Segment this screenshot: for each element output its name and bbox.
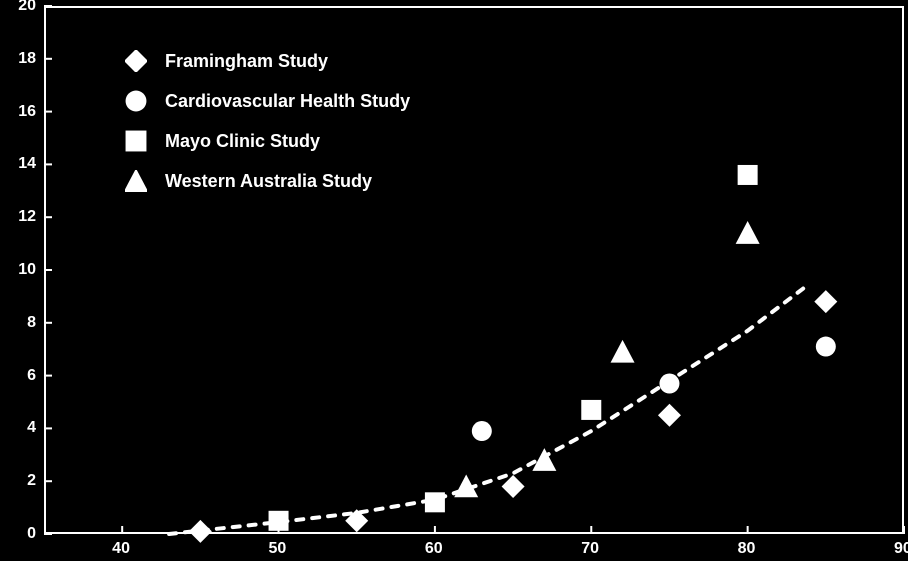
legend-label: Framingham Study — [165, 51, 328, 72]
ytick-label: 14 — [18, 155, 36, 173]
ytick-label: 8 — [27, 314, 36, 332]
ytick-label: 18 — [18, 50, 36, 68]
ytick-label: 12 — [18, 208, 36, 226]
legend-item: Western Australia Study — [125, 170, 410, 192]
ytick-label: 20 — [18, 0, 36, 15]
xtick-label: 60 — [425, 540, 443, 558]
xtick-label: 80 — [738, 540, 756, 558]
legend-label: Mayo Clinic Study — [165, 131, 320, 152]
xtick-label: 70 — [581, 540, 599, 558]
chart-container: Framingham Study Cardiovascular Health St… — [0, 0, 908, 561]
ytick-label: 4 — [27, 419, 36, 437]
legend-item: Mayo Clinic Study — [125, 130, 410, 152]
xtick-label: 50 — [269, 540, 287, 558]
legend-marker-diamond — [125, 50, 147, 72]
legend-label: Western Australia Study — [165, 171, 372, 192]
legend-item: Framingham Study — [125, 50, 410, 72]
legend-marker-triangle — [125, 170, 147, 192]
legend-label: Cardiovascular Health Study — [165, 91, 410, 112]
xtick-label: 90 — [894, 540, 908, 558]
xtick-label: 40 — [112, 540, 130, 558]
ytick-label: 2 — [27, 472, 36, 490]
ytick-label: 0 — [27, 525, 36, 543]
legend-marker-square — [125, 130, 147, 152]
ytick-label: 6 — [27, 367, 36, 385]
legend: Framingham Study Cardiovascular Health St… — [125, 50, 410, 210]
ytick-label: 16 — [18, 103, 36, 121]
legend-item: Cardiovascular Health Study — [125, 90, 410, 112]
legend-marker-circle — [125, 90, 147, 112]
ytick-label: 10 — [18, 261, 36, 279]
